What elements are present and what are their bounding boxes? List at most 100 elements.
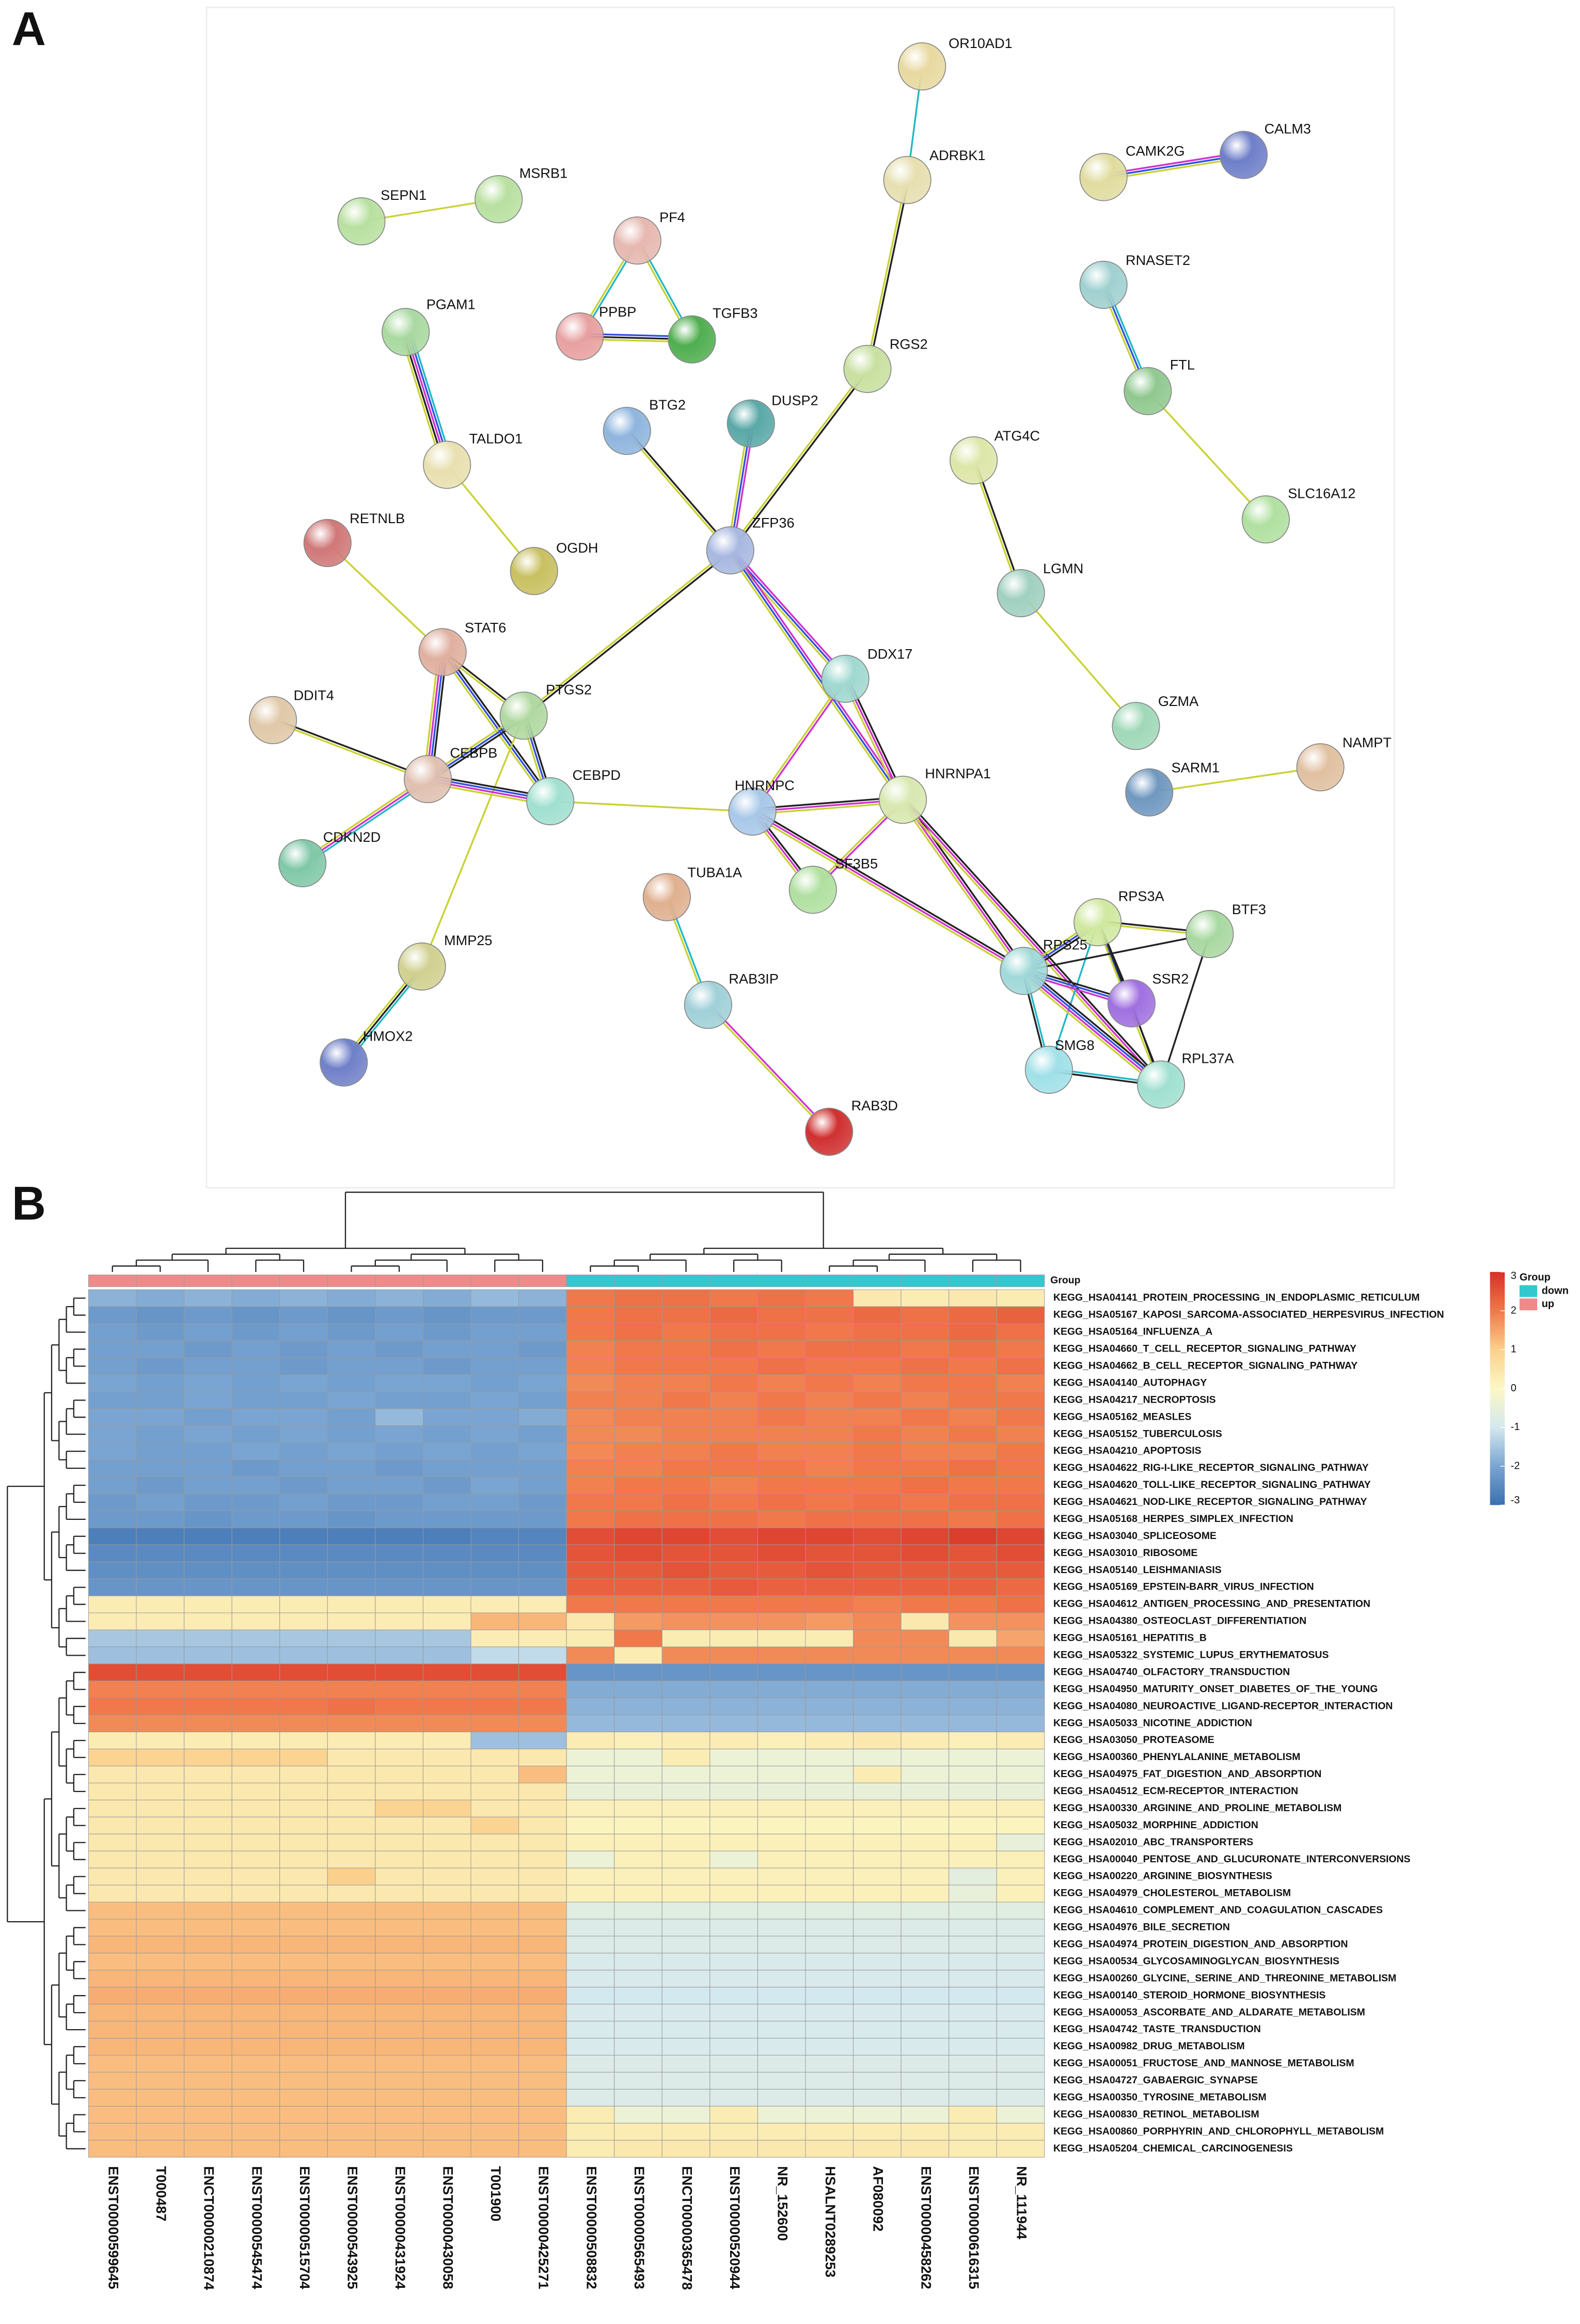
heatmap-cell bbox=[661, 1391, 710, 1409]
heatmap-cell bbox=[184, 1544, 232, 1562]
heatmap-cell bbox=[327, 1442, 376, 1461]
colorbar-tick-label: -2 bbox=[1511, 1460, 1520, 1471]
heatmap-cell bbox=[470, 1289, 519, 1307]
column-label: ENST00000458262 bbox=[918, 2166, 934, 2289]
heatmap-cell bbox=[518, 2140, 567, 2158]
heatmap-cell bbox=[518, 2054, 567, 2072]
node bbox=[1125, 768, 1174, 816]
heatmap-cell bbox=[470, 1715, 519, 1733]
heatmap-cell bbox=[518, 1919, 567, 1937]
node bbox=[684, 981, 733, 1029]
heatmap-cell bbox=[518, 1816, 567, 1834]
heatmap-cell bbox=[327, 1698, 376, 1716]
edge bbox=[750, 677, 845, 811]
row-label: KEGG_HSA03050_PROTEASOME bbox=[1053, 1734, 1214, 1746]
heatmap-cell bbox=[661, 1442, 710, 1461]
heatmap-cell bbox=[614, 1715, 662, 1733]
edge bbox=[627, 429, 732, 551]
heatmap-cell bbox=[949, 1936, 997, 1954]
heatmap-cell bbox=[136, 1936, 185, 1954]
heatmap-cell bbox=[279, 1816, 328, 1834]
colorbar-tick-label: 2 bbox=[1511, 1305, 1516, 1316]
heatmap-cell bbox=[470, 1902, 519, 1920]
heatmap-cell bbox=[422, 1561, 471, 1579]
heatmap-cell bbox=[518, 1749, 567, 1766]
node bbox=[303, 519, 352, 568]
heatmap-cell bbox=[136, 1953, 185, 1971]
heatmap-cell bbox=[614, 2123, 662, 2141]
heatmap-cell bbox=[375, 1782, 423, 1800]
heatmap-cell bbox=[566, 1902, 615, 1920]
heatmap-cell bbox=[88, 2106, 137, 2124]
heatmap-cell bbox=[470, 2106, 519, 2124]
heatmap-cell bbox=[805, 1715, 854, 1733]
heatmap-cell bbox=[518, 1425, 567, 1443]
heatmap-cell bbox=[757, 1323, 806, 1341]
heatmap-cell bbox=[900, 1544, 950, 1562]
heatmap-cell bbox=[757, 1902, 806, 1920]
heatmap-cell bbox=[661, 1715, 710, 1733]
heatmap-cell bbox=[805, 1732, 854, 1750]
heatmap-cell bbox=[327, 1459, 376, 1477]
heatmap-cell bbox=[709, 2140, 758, 2158]
heatmap-cell bbox=[900, 1527, 950, 1545]
heatmap-cell bbox=[375, 1289, 423, 1307]
heatmap-cell bbox=[709, 1408, 758, 1426]
node bbox=[475, 175, 523, 224]
heatmap-cell bbox=[375, 1561, 423, 1579]
heatmap-cell bbox=[853, 2054, 902, 2072]
heatmap-cell bbox=[184, 2123, 232, 2141]
heatmap-cell bbox=[327, 2106, 376, 2124]
heatmap-cell bbox=[375, 1374, 423, 1392]
edge bbox=[421, 715, 525, 967]
heatmap-cell bbox=[88, 1323, 137, 1341]
heatmap-cell bbox=[614, 1732, 662, 1750]
heatmap-cell bbox=[949, 1544, 997, 1562]
heatmap-cell bbox=[709, 1459, 758, 1477]
heatmap-cell bbox=[136, 1902, 185, 1920]
node bbox=[1241, 495, 1290, 544]
heatmap-cell bbox=[996, 1749, 1045, 1766]
heatmap-cell bbox=[375, 1510, 423, 1528]
heatmap-cell bbox=[375, 1698, 423, 1716]
heatmap-cell bbox=[375, 1732, 423, 1750]
heatmap-cell bbox=[614, 2071, 662, 2090]
heatmap-cell bbox=[422, 1698, 471, 1716]
row-label: KEGG_HSA03040_SPLICEOSOME bbox=[1053, 1530, 1216, 1542]
heatmap-cell bbox=[614, 1698, 662, 1716]
heatmap-cell bbox=[996, 1476, 1045, 1494]
heatmap-cell bbox=[805, 2038, 854, 2055]
heatmap-cell bbox=[853, 1544, 902, 1562]
heatmap-cell bbox=[470, 1732, 519, 1750]
heatmap-cell bbox=[614, 1306, 662, 1324]
heatmap-cell bbox=[470, 1799, 519, 1817]
heatmap-cell bbox=[422, 2123, 471, 2141]
row-label: KEGG_HSA00982_DRUG_METABOLISM bbox=[1053, 2040, 1245, 2052]
heatmap-cell bbox=[470, 1510, 519, 1528]
heatmap-cell bbox=[136, 1646, 185, 1665]
heatmap-cell bbox=[566, 1391, 615, 1409]
heatmap-cell bbox=[566, 2140, 615, 2158]
heatmap-cell bbox=[614, 1681, 662, 1699]
heatmap-cell bbox=[184, 1527, 232, 1545]
heatmap-cell bbox=[566, 1306, 615, 1324]
row-label: KEGG_HSA04950_MATURITY_ONSET_DIABETES_OF… bbox=[1053, 1683, 1378, 1694]
heatmap-cell bbox=[327, 1732, 376, 1750]
heatmap-cell bbox=[422, 1408, 471, 1426]
heatmap-cell bbox=[566, 1510, 615, 1528]
heatmap-cell bbox=[709, 1561, 758, 1579]
heatmap-cell bbox=[900, 1715, 950, 1733]
heatmap-cell bbox=[949, 1340, 997, 1358]
heatmap-cell bbox=[709, 1510, 758, 1528]
heatmap-cell bbox=[614, 1510, 662, 1528]
heatmap-cell bbox=[614, 2140, 662, 2158]
heatmap-cell bbox=[279, 1510, 328, 1528]
heatmap-cell bbox=[757, 1408, 806, 1426]
heatmap-cell bbox=[757, 1425, 806, 1443]
heatmap-cell bbox=[566, 1476, 615, 1494]
heatmap-cell bbox=[996, 1663, 1045, 1682]
heatmap-cell bbox=[279, 1629, 328, 1647]
heatmap-cell bbox=[996, 2038, 1045, 2055]
node bbox=[997, 569, 1045, 618]
heatmap-cell bbox=[422, 2038, 471, 2055]
